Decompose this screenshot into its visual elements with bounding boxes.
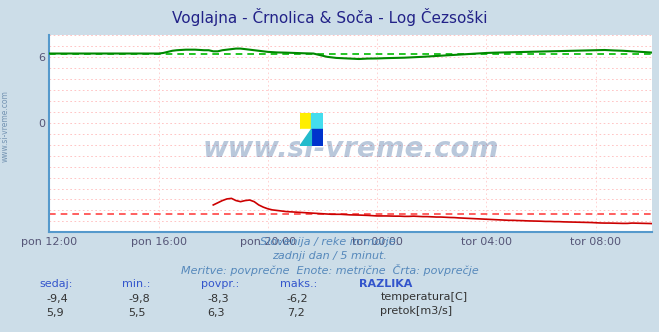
Text: temperatura[C]: temperatura[C] xyxy=(380,292,467,302)
Text: min.:: min.: xyxy=(122,279,150,289)
Text: -9,8: -9,8 xyxy=(129,294,150,304)
Text: Voglajna - Črnolica & Soča - Log Čezsoški: Voglajna - Črnolica & Soča - Log Čezsošk… xyxy=(172,8,487,26)
Bar xyxy=(312,129,323,146)
Text: Meritve: povprečne  Enote: metrične  Črta: povprečje: Meritve: povprečne Enote: metrične Črta:… xyxy=(181,264,478,276)
Text: maks.:: maks.: xyxy=(280,279,318,289)
Text: www.si-vreme.com: www.si-vreme.com xyxy=(203,135,499,163)
Text: 5,5: 5,5 xyxy=(129,308,146,318)
Text: pretok[m3/s]: pretok[m3/s] xyxy=(380,306,452,316)
Text: -8,3: -8,3 xyxy=(208,294,229,304)
Text: 6,3: 6,3 xyxy=(208,308,225,318)
Bar xyxy=(300,129,312,146)
Text: www.si-vreme.com: www.si-vreme.com xyxy=(1,90,10,162)
Polygon shape xyxy=(300,129,312,146)
Text: RAZLIKA: RAZLIKA xyxy=(359,279,413,289)
Text: povpr.:: povpr.: xyxy=(201,279,239,289)
Text: zadnji dan / 5 minut.: zadnji dan / 5 minut. xyxy=(272,251,387,261)
Text: 5,9: 5,9 xyxy=(46,308,64,318)
Text: sedaj:: sedaj: xyxy=(40,279,73,289)
Text: -9,4: -9,4 xyxy=(46,294,68,304)
Text: -6,2: -6,2 xyxy=(287,294,308,304)
Text: 7,2: 7,2 xyxy=(287,308,304,318)
Bar xyxy=(312,113,323,129)
Bar xyxy=(300,113,312,129)
Text: Slovenija / reke in morje.: Slovenija / reke in morje. xyxy=(260,237,399,247)
